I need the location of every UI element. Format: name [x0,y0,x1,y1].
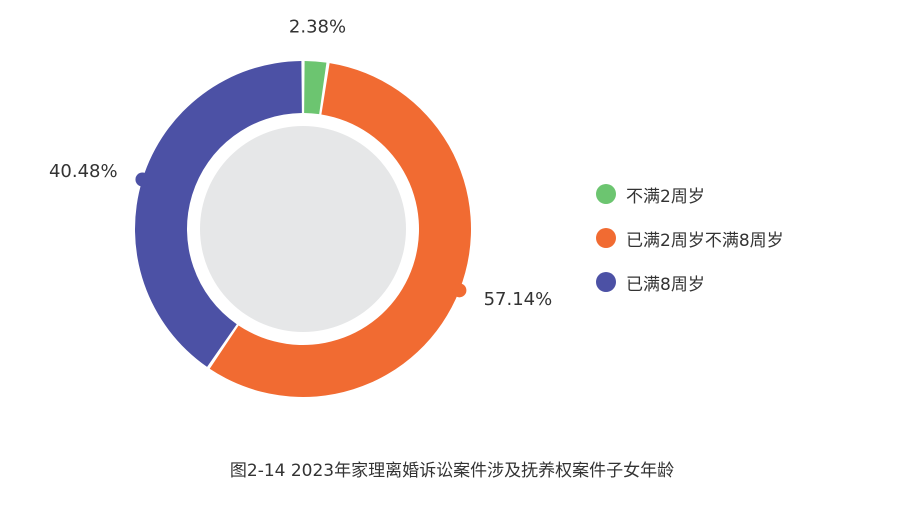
chart-caption: 图2-14 2023年家理离婚诉讼案件涉及抚养权案件子女年龄 [229,461,675,481]
legend-swatch-2-to-8 [596,228,616,248]
data-label-over-8: 40.48% [49,161,118,182]
donut-slices [135,61,472,398]
donut-center [200,126,406,332]
legend: 不满2周岁 已满2周岁不满8周岁 已满8周岁 [596,172,784,304]
legend-swatch-over-8 [596,272,616,292]
slice-2-to-8-marker [452,283,467,298]
data-label-2-to-8: 57.14% [484,289,553,310]
legend-item-over-8: 已满8周岁 [596,260,784,304]
legend-label-over-8: 已满8周岁 [626,274,705,295]
data-label-under-2: 2.38% [289,17,346,38]
slice-under-2 [304,61,327,115]
legend-item-under-2: 不满2周岁 [596,172,784,216]
slice-over-8 [135,61,302,367]
slice-over-8-marker [135,172,150,187]
slice-2-to-8 [209,63,472,398]
data-labels: 2.38% 57.14% 40.48% [49,17,552,310]
legend-label-2-to-8: 已满2周岁不满8周岁 [626,230,784,251]
legend-swatch-under-2 [596,184,616,204]
legend-item-2-to-8: 已满2周岁不满8周岁 [596,216,784,260]
legend-label-under-2: 不满2周岁 [626,186,705,207]
